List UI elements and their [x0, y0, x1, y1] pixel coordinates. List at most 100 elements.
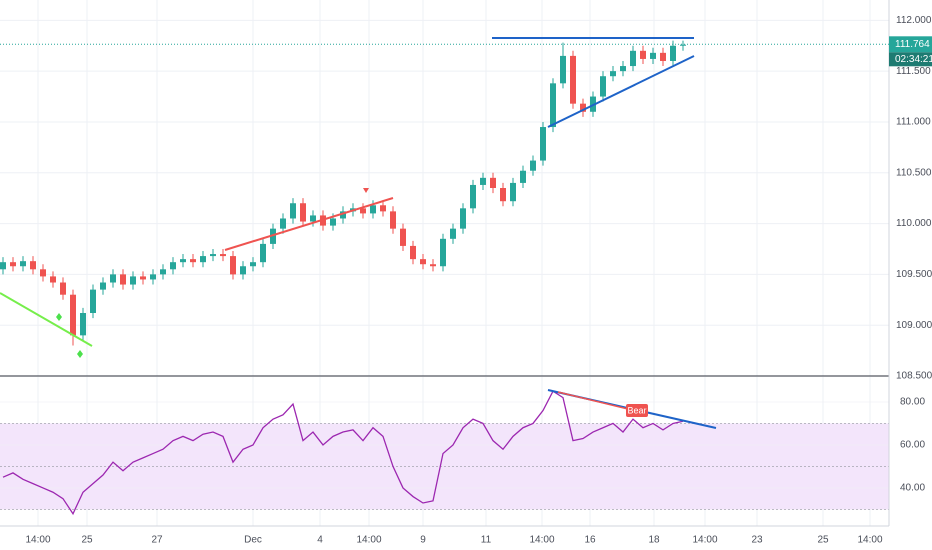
candle-body — [420, 259, 426, 265]
candle-body — [500, 188, 506, 202]
candle-body — [530, 160, 536, 171]
trendline — [224, 197, 394, 251]
candle-body — [600, 76, 606, 97]
candle-body — [160, 269, 166, 275]
x-tick-label: 18 — [648, 535, 660, 546]
trendline — [0, 292, 93, 347]
candle-body — [40, 269, 46, 277]
candle-body — [670, 45, 676, 61]
candle-body — [310, 215, 316, 222]
y-tick-label: 109.500 — [896, 269, 932, 280]
candle-body — [470, 184, 476, 209]
x-tick-label: 14:00 — [529, 535, 554, 546]
candle-body — [340, 211, 346, 219]
candle-body — [30, 261, 36, 270]
x-tick-label: 11 — [481, 535, 492, 546]
signal-marker — [56, 313, 62, 321]
candle-body — [60, 282, 66, 295]
countdown: 02:34:21 — [895, 54, 932, 65]
y-tick-label: 108.500 — [896, 371, 932, 382]
candle-body — [660, 52, 666, 61]
candle-body — [290, 203, 296, 219]
candle-body — [150, 274, 156, 280]
candle-body — [550, 83, 556, 128]
candle-body — [510, 182, 516, 202]
rsi-line — [2, 390, 684, 516]
candle-body — [450, 228, 456, 239]
candle-body — [410, 245, 416, 260]
candle-body — [580, 103, 586, 112]
x-tick-label: 23 — [751, 535, 763, 546]
candle-body — [650, 52, 656, 59]
y-tick-label: 110.000 — [896, 218, 932, 229]
candle-body — [270, 228, 276, 244]
candle-body — [610, 71, 616, 77]
candle-body — [190, 259, 196, 263]
y-tick-label: 80.00 — [900, 397, 925, 408]
candle-body — [640, 50, 646, 59]
candle-body — [80, 312, 86, 336]
candle-body — [430, 264, 436, 267]
candle-body — [390, 211, 396, 229]
candle-body — [240, 266, 246, 275]
x-tick-label: 14:00 — [356, 535, 381, 546]
candle-body — [380, 205, 386, 212]
candle-body — [0, 262, 6, 270]
candle-body — [520, 170, 526, 183]
candle-body — [100, 282, 106, 290]
signal-marker — [77, 350, 83, 358]
candle-body — [140, 276, 146, 280]
x-tick-label: 27 — [151, 535, 163, 546]
candle-body — [540, 127, 546, 161]
x-tick-label: 4 — [317, 535, 323, 546]
candle-body — [440, 238, 446, 267]
y-tick-label: 109.000 — [896, 320, 932, 331]
candle-body — [490, 177, 496, 188]
x-tick-label: 14:00 — [692, 535, 717, 546]
x-tick-label: 25 — [81, 535, 93, 546]
candle-body — [630, 50, 636, 67]
candle-body — [170, 262, 176, 270]
trendline — [547, 55, 695, 128]
annotation: Bear — [627, 405, 646, 415]
countdown-box — [889, 52, 932, 67]
candle-body — [370, 205, 376, 214]
candle-body — [130, 276, 136, 285]
y-tick-label: 110.500 — [896, 167, 932, 178]
x-tick-label: 14:00 — [857, 535, 882, 546]
candle-body — [180, 259, 186, 263]
x-tick-label: 14:00 — [25, 535, 50, 546]
candle-body — [560, 55, 566, 84]
candle-body — [680, 44, 686, 46]
x-tick-label: 25 — [817, 535, 829, 546]
candle-body — [210, 254, 216, 257]
candle-body — [250, 262, 256, 267]
candle-body — [20, 261, 26, 267]
candle-body — [70, 294, 76, 336]
candle-body — [330, 218, 336, 226]
candle-body — [110, 274, 116, 283]
x-tick-label: 9 — [420, 535, 426, 546]
candle-body — [620, 66, 626, 72]
candle-body — [50, 276, 56, 283]
candle-body — [570, 55, 576, 104]
candle-body — [10, 262, 16, 267]
x-tick-label: 16 — [584, 535, 596, 546]
candle-body — [200, 256, 206, 263]
candle-body — [460, 208, 466, 229]
candle-body — [400, 228, 406, 246]
candle-body — [90, 289, 96, 313]
candle-body — [220, 254, 226, 257]
signal-marker — [363, 188, 369, 193]
last-price-label: 111.764 — [895, 39, 930, 50]
candle-body — [480, 177, 486, 185]
y-tick-label: 111.500 — [896, 66, 931, 77]
y-tick-label: 60.00 — [900, 440, 925, 451]
y-tick-label: 40.00 — [900, 483, 925, 494]
candle-body — [230, 256, 236, 275]
x-tick-label: Dec — [244, 535, 262, 546]
candle-body — [260, 243, 266, 263]
candle-body — [280, 218, 286, 229]
candle-body — [300, 203, 306, 222]
